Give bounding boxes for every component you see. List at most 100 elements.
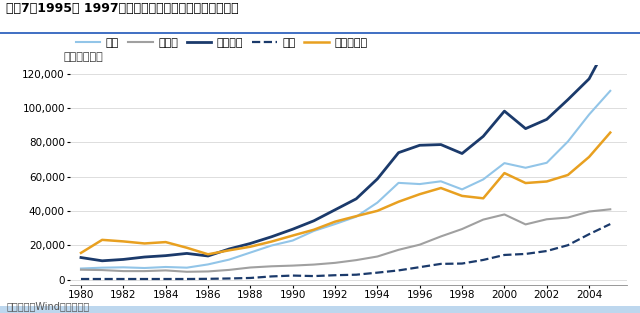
印度尼西亚 xyxy=(543,180,550,183)
Text: 资料来源：Wind，华泰研究: 资料来源：Wind，华泰研究 xyxy=(6,301,90,311)
Line: 泰国: 泰国 xyxy=(81,91,611,269)
泰国 xyxy=(162,265,170,269)
印度尼西亚 xyxy=(331,220,339,223)
越南 xyxy=(225,277,233,280)
越南 xyxy=(162,277,170,281)
泰国 xyxy=(543,161,550,165)
越南 xyxy=(416,265,424,269)
印度尼西亚 xyxy=(564,173,572,177)
菲律宾 xyxy=(120,269,127,273)
印度尼西亚 xyxy=(225,249,233,252)
印度尼西亚 xyxy=(246,245,254,249)
印度尼西亚 xyxy=(289,234,296,238)
泰国 xyxy=(225,258,233,261)
泰国 xyxy=(353,215,360,218)
印度尼西亚 xyxy=(268,240,275,244)
印度尼西亚 xyxy=(585,155,593,159)
马来西亚 xyxy=(395,151,403,155)
马来西亚 xyxy=(543,117,550,121)
越南 xyxy=(543,249,550,253)
越南 xyxy=(437,262,445,266)
马来西亚 xyxy=(458,151,466,155)
Text: 图表7：1995年 1997年亚洲国家（除中国）出口增长停滞: 图表7：1995年 1997年亚洲国家（除中国）出口增长停滞 xyxy=(6,2,239,15)
越南 xyxy=(246,276,254,280)
马来西亚 xyxy=(204,254,212,258)
越南 xyxy=(374,271,381,275)
菲律宾 xyxy=(500,213,508,216)
马来西亚 xyxy=(607,38,614,41)
Line: 印度尼西亚: 印度尼西亚 xyxy=(81,133,611,254)
泰国 xyxy=(331,222,339,226)
菲律宾 xyxy=(141,269,148,273)
马来西亚 xyxy=(289,227,296,231)
菲律宾 xyxy=(289,264,296,268)
菲律宾 xyxy=(395,248,403,252)
Legend: 泰国, 菲律宾, 马来西亚, 越南, 印度尼西亚: 泰国, 菲律宾, 马来西亚, 越南, 印度尼西亚 xyxy=(76,38,367,48)
泰国 xyxy=(183,266,191,269)
菲律宾 xyxy=(458,227,466,231)
马来西亚 xyxy=(416,143,424,147)
越南 xyxy=(607,222,614,226)
越南 xyxy=(120,277,127,281)
越南 xyxy=(331,273,339,277)
Text: （百万美元）: （百万美元） xyxy=(64,52,104,62)
越南 xyxy=(310,274,317,278)
泰国 xyxy=(479,177,487,181)
泰国 xyxy=(99,266,106,269)
泰国 xyxy=(458,187,466,191)
越南 xyxy=(204,277,212,281)
马来西亚 xyxy=(225,247,233,251)
马来西亚 xyxy=(310,219,317,223)
印度尼西亚 xyxy=(310,228,317,232)
越南 xyxy=(458,262,466,265)
泰国 xyxy=(204,263,212,266)
马来西亚 xyxy=(522,127,529,131)
泰国 xyxy=(141,266,148,270)
泰国 xyxy=(77,267,85,270)
越南 xyxy=(77,277,85,281)
越南 xyxy=(99,277,106,281)
马来西亚 xyxy=(99,259,106,263)
菲律宾 xyxy=(353,258,360,262)
印度尼西亚 xyxy=(353,214,360,218)
印度尼西亚 xyxy=(479,197,487,200)
印度尼西亚 xyxy=(77,251,85,255)
马来西亚 xyxy=(162,254,170,258)
Line: 越南: 越南 xyxy=(81,224,611,279)
马来西亚 xyxy=(331,208,339,212)
越南 xyxy=(183,277,191,281)
印度尼西亚 xyxy=(395,200,403,204)
菲律宾 xyxy=(183,270,191,274)
Line: 菲律宾: 菲律宾 xyxy=(81,209,611,272)
泰国 xyxy=(120,265,127,269)
印度尼西亚 xyxy=(374,209,381,213)
越南 xyxy=(585,232,593,236)
越南 xyxy=(500,253,508,257)
马来西亚 xyxy=(353,197,360,201)
菲律宾 xyxy=(99,268,106,272)
马来西亚 xyxy=(183,252,191,255)
泰国 xyxy=(585,113,593,116)
泰国 xyxy=(607,89,614,93)
印度尼西亚 xyxy=(437,186,445,190)
越南 xyxy=(479,258,487,262)
泰国 xyxy=(268,244,275,247)
菲律宾 xyxy=(607,208,614,211)
泰国 xyxy=(564,140,572,143)
印度尼西亚 xyxy=(183,246,191,250)
马来西亚 xyxy=(77,256,85,259)
泰国 xyxy=(437,179,445,183)
越南 xyxy=(522,252,529,256)
印度尼西亚 xyxy=(99,238,106,242)
菲律宾 xyxy=(564,216,572,219)
菲律宾 xyxy=(162,269,170,272)
越南 xyxy=(141,277,148,281)
菲律宾 xyxy=(225,268,233,272)
印度尼西亚 xyxy=(204,252,212,256)
马来西亚 xyxy=(564,98,572,101)
印度尼西亚 xyxy=(162,240,170,244)
马来西亚 xyxy=(500,109,508,113)
泰国 xyxy=(500,161,508,165)
印度尼西亚 xyxy=(141,242,148,245)
印度尼西亚 xyxy=(500,171,508,175)
